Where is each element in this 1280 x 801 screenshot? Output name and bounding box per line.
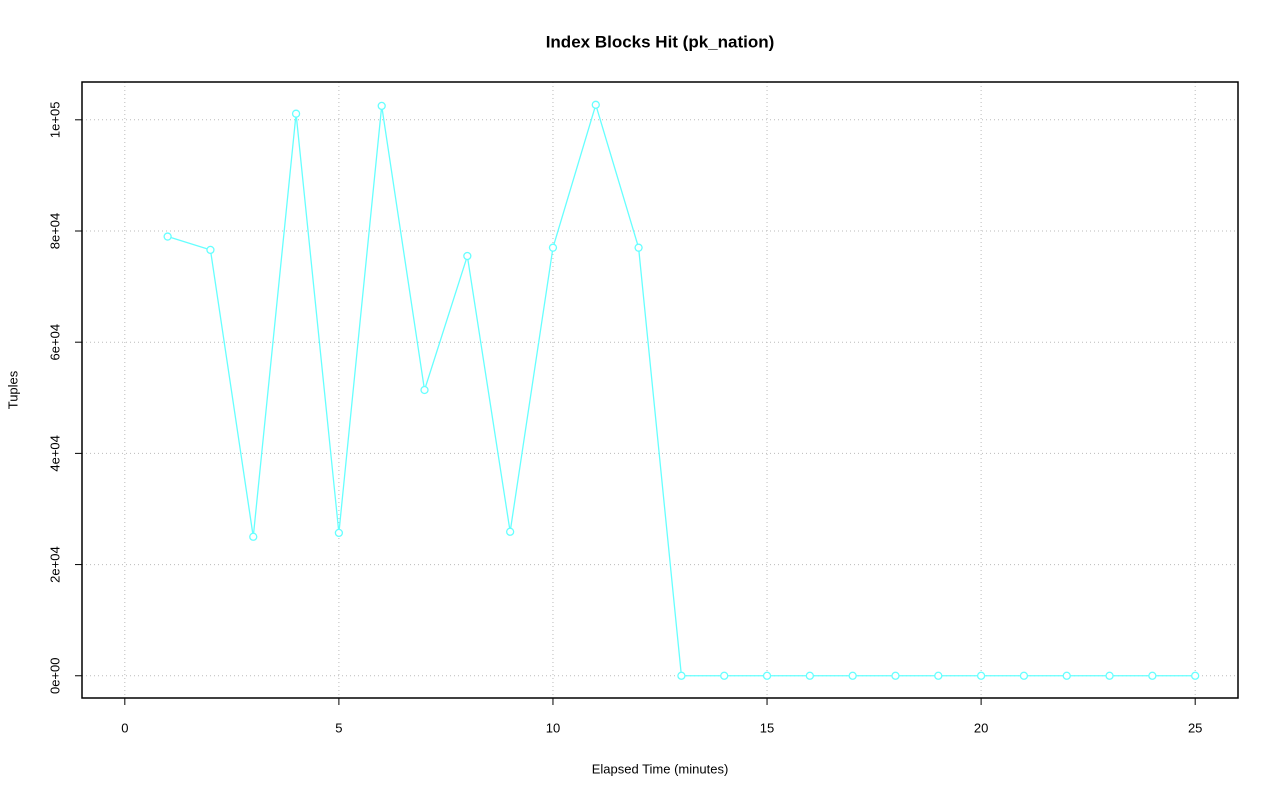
y-tick-label: 8e+04 (47, 213, 62, 250)
point (463, 251, 472, 261)
y-tick-label: 4e+04 (47, 435, 62, 472)
point (163, 232, 172, 241)
series-line (167, 102, 1196, 677)
chart-title: Index Blocks Hit (pk_nation) (546, 32, 775, 51)
x-tick-label: 10 (546, 720, 560, 735)
plot-frame (81, 81, 1239, 699)
point (1019, 671, 1029, 680)
x-tick-label: 20 (974, 720, 988, 735)
point (934, 671, 943, 680)
point (334, 528, 344, 538)
y-tick-label: 1e+05 (47, 102, 62, 139)
point (377, 101, 386, 111)
y-tick-label: 0e+00 (47, 658, 62, 695)
point (591, 100, 600, 109)
point (848, 671, 857, 680)
point (805, 671, 815, 680)
point (206, 245, 215, 255)
point (634, 243, 643, 252)
x-tick-label: 0 (121, 720, 128, 735)
point (420, 385, 429, 395)
point (891, 671, 900, 680)
point (249, 532, 258, 541)
point (505, 527, 515, 536)
point (720, 671, 729, 680)
point (1062, 671, 1071, 680)
point (677, 671, 686, 680)
x-tick-label: 15 (760, 720, 774, 735)
point (1148, 671, 1157, 680)
x-tick-label: 25 (1188, 720, 1202, 735)
y-axis-label: Tuples (5, 370, 20, 409)
point (1191, 671, 1200, 680)
point (1105, 671, 1114, 680)
point (762, 671, 772, 680)
x-axis-label: Elapsed Time (minutes) (592, 761, 729, 776)
y-tick-label: 6e+04 (47, 324, 62, 361)
point (291, 109, 301, 118)
point (548, 243, 558, 252)
point (976, 671, 986, 680)
y-tick-label: 2e+04 (47, 546, 62, 583)
x-tick-label: 5 (335, 720, 342, 735)
